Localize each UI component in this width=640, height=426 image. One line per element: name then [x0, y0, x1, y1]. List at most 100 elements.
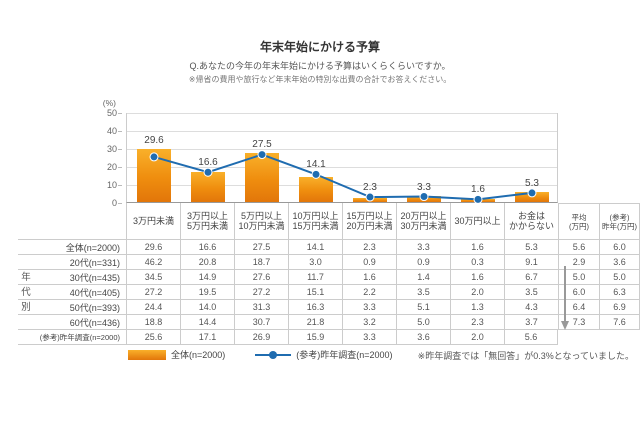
- bar-2: [245, 152, 279, 202]
- category-label-2: 5万円以上 10万円未満: [234, 203, 288, 239]
- y-tick-label: 10: [106, 180, 117, 190]
- table-cell: 3.3: [342, 330, 396, 345]
- category-label-6: 30万円以上: [450, 203, 504, 239]
- page-title: 年末年始にかける予算: [259, 40, 380, 54]
- table-row-6: (参考)昨年調査(n=2000) 25.6 17.1 26.9 15.9 3.3 3.6 2.…: [18, 330, 640, 345]
- bar-legend-label: 全体(n=2000): [171, 350, 226, 360]
- table-cell: 3.7: [504, 315, 558, 330]
- bar-value-label-4: 2.3: [363, 182, 377, 194]
- table-cell-extra: 7.6: [599, 315, 640, 330]
- category-label-4: 15万円以上 20万円未満: [342, 203, 396, 239]
- table-cell-extra: 7.3: [558, 315, 599, 330]
- table-cell: 20.8: [180, 255, 234, 270]
- category-header-row: 3万円未満 3万円以上 5万円未満 5万円以上 10万円未満 10万円以上 15万円未満 15…: [18, 203, 640, 240]
- table-cell: 3.3: [342, 300, 396, 315]
- y-tick-label: 50: [106, 108, 117, 118]
- table-cell: 2.0: [450, 285, 504, 300]
- table-cell: 1.6: [450, 270, 504, 285]
- category-label-7: お金は かからない: [504, 203, 558, 239]
- bar-value-label-3: 14.1: [306, 159, 326, 171]
- table-cell: 3.6: [396, 330, 450, 345]
- bar-value-label-7: 5.3: [525, 177, 539, 189]
- y-tick-mark: [118, 167, 122, 168]
- line-point-0: [149, 152, 159, 162]
- bar-3: [299, 176, 333, 202]
- bar-value-label-0: 29.6: [144, 134, 164, 146]
- age-group-axis-label: 年代別: [21, 272, 31, 313]
- survey-question: Q.あなたの今年の年末年始にかける予算はいくらくらいですか。: [189, 61, 451, 71]
- table-cell: 16.6: [180, 240, 234, 255]
- row-label-1: 20代(n=331): [18, 255, 126, 270]
- table-cell-extra: 5.6: [558, 240, 599, 255]
- y-tick-mark: [118, 185, 122, 186]
- table-cell: 14.9: [180, 270, 234, 285]
- bar-1: [191, 172, 225, 202]
- gridline: [127, 113, 557, 114]
- table-cell: 27.2: [234, 285, 288, 300]
- table-cell: 30.7: [234, 315, 288, 330]
- line-legend-swatch: [255, 350, 292, 360]
- average-trend-arrow: [561, 266, 569, 330]
- line-series: [149, 150, 537, 204]
- category-label-1: 3万円以上 5万円未満: [180, 203, 234, 239]
- table-cell: 14.0: [180, 300, 234, 315]
- table-cell: 26.9: [234, 330, 288, 345]
- table-row-4: 50代(n=393) 24.4 14.0 31.3 16.3 3.3 5.1 1.3 4.3 6.…: [18, 300, 640, 315]
- line-legend-label: (参考)昨年調査(n=2000): [296, 350, 393, 360]
- table-cell: 16.3: [288, 300, 342, 315]
- row-label-6: (参考)昨年調査(n=2000): [18, 330, 126, 345]
- table-cell: 19.5: [180, 285, 234, 300]
- y-tick-label: 40: [106, 126, 117, 136]
- table-cell: 1.6: [342, 270, 396, 285]
- table-cell: 4.3: [504, 300, 558, 315]
- bar-value-label-6: 1.6: [471, 184, 485, 196]
- y-tick-mark: [118, 203, 122, 204]
- table-cell: 25.6: [126, 330, 180, 345]
- y-tick-label: 0: [111, 198, 117, 208]
- table-cell: 2.0: [450, 330, 504, 345]
- y-tick-label: 30: [106, 144, 117, 154]
- table-cell-extra: 5.0: [558, 270, 599, 285]
- table-cell: 5.3: [504, 240, 558, 255]
- table-cell-extra: 6.0: [599, 240, 640, 255]
- table-cell: 27.6: [234, 270, 288, 285]
- gridline: [127, 149, 557, 150]
- line-point-2: [257, 150, 267, 160]
- chart-legend: 全体(n=2000) (参考)昨年調査(n=2000): [128, 348, 393, 361]
- table-cell: 0.9: [342, 255, 396, 270]
- table-cell: 34.5: [126, 270, 180, 285]
- table-cell: 1.3: [450, 300, 504, 315]
- table-cell: 46.2: [126, 255, 180, 270]
- table-cell: 6.7: [504, 270, 558, 285]
- y-tick-mark: [118, 149, 122, 150]
- table-row-5: 60代(n=436) 18.8 14.4 30.7 21.8 3.2 5.0 2.3 3.7 7.…: [18, 315, 640, 330]
- category-label-3: 10万円以上 15万円未満: [288, 203, 342, 239]
- table-cell: 18.8: [126, 315, 180, 330]
- bar-value-label-2: 27.5: [252, 138, 272, 150]
- table-cell: 31.3: [234, 300, 288, 315]
- table-cell: 2.3: [342, 240, 396, 255]
- table-cell: 27.5: [234, 240, 288, 255]
- table-cell: 9.1: [504, 255, 558, 270]
- extra-column-header-0: 平均 (万円): [558, 203, 599, 239]
- table-cell: 3.2: [342, 315, 396, 330]
- table-cell: 21.8: [288, 315, 342, 330]
- table-cell-extra: 6.9: [599, 300, 640, 315]
- line-point-3: [311, 169, 321, 179]
- survey-instruction-note: ※帰省の費用や旅行など年末年始の特別な出費の合計でお答えください。: [188, 75, 452, 84]
- table-cell: 2.3: [450, 315, 504, 330]
- table-cell: 1.4: [396, 270, 450, 285]
- gridline: [127, 131, 557, 132]
- table-cell-extra: 3.6: [599, 255, 640, 270]
- line-point-5: [419, 192, 429, 202]
- plot-area: 29.6 16.6 27.5 14.1 2.3 3.3 1.6 5.3: [126, 113, 558, 204]
- table-cell: 3.3: [396, 240, 450, 255]
- table-cell: 27.2: [126, 285, 180, 300]
- table-cell: 5.1: [396, 300, 450, 315]
- y-tick-label: 20: [106, 162, 117, 172]
- table-cell: 18.7: [234, 255, 288, 270]
- row-label-2: 30代(n=435): [18, 270, 126, 285]
- line-point-6: [473, 194, 483, 204]
- line-point-4: [365, 192, 375, 202]
- table-cell: 1.6: [450, 240, 504, 255]
